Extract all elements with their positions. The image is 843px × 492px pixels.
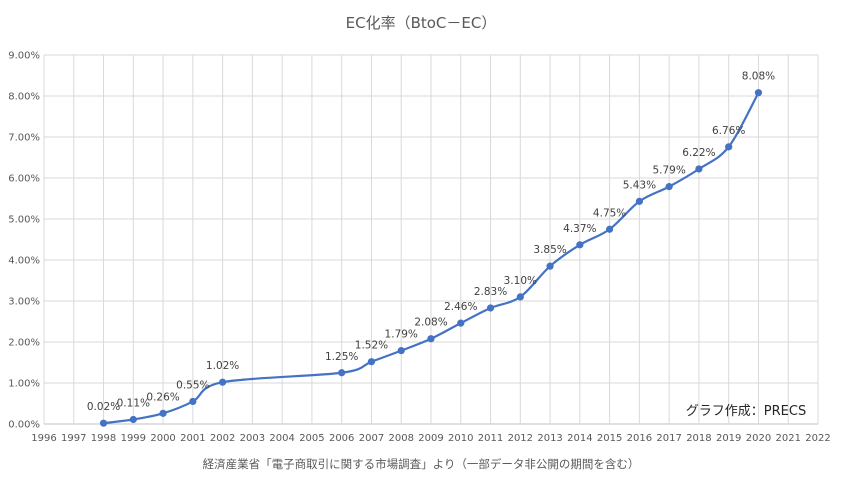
data-point	[397, 347, 405, 355]
data-label: 4.75%	[593, 207, 626, 219]
x-tick-label: 2000	[150, 433, 175, 444]
x-tick-label: 2002	[210, 433, 235, 444]
x-tick-label: 1996	[31, 433, 56, 444]
x-tick-label: 2007	[359, 433, 384, 444]
data-label: 0.11%	[117, 397, 150, 409]
y-tick-label: 0.00%	[8, 420, 40, 431]
x-tick-label: 2009	[418, 433, 443, 444]
y-tick-label: 9.00%	[8, 51, 40, 62]
data-point	[695, 165, 703, 173]
x-tick-label: 1999	[121, 433, 146, 444]
data-point	[665, 183, 673, 191]
data-label: 8.08%	[742, 71, 775, 83]
x-tick-label: 2008	[389, 433, 414, 444]
data-point	[129, 415, 137, 424]
data-point	[576, 241, 584, 249]
data-label: 1.79%	[385, 329, 418, 341]
y-tick-label: 8.00%	[8, 92, 40, 103]
data-label: 3.85%	[533, 244, 566, 256]
series-line	[103, 92, 760, 425]
data-label: 6.76%	[712, 125, 745, 137]
data-label: 0.26%	[146, 391, 179, 403]
chart-title: EC化率（BtoC－EC）	[346, 14, 497, 32]
x-tick-label: 2018	[686, 433, 711, 444]
data-label: 0.55%	[176, 379, 209, 391]
x-tick-label: 2016	[627, 433, 652, 444]
y-axis-ticks: 0.00% 1.00% 2.00% 3.00% 4.00% 5.00% 6.00% 7.00%…	[8, 51, 40, 431]
grid-lines	[43, 54, 819, 425]
data-point	[219, 378, 227, 386]
data-label: 2.08%	[414, 317, 447, 329]
source-note: 経済産業省「電子商取引に関する市場調査」より（一部データ非公開の期間を含む）	[203, 457, 640, 471]
y-tick-label: 7.00%	[8, 133, 40, 144]
data-points	[99, 89, 763, 427]
data-label: 1.25%	[325, 351, 358, 363]
data-label: 1.52%	[355, 340, 388, 352]
x-tick-label: 2006	[329, 433, 354, 444]
x-tick-label: 2017	[656, 433, 681, 444]
data-point	[338, 369, 346, 377]
data-label: 2.83%	[474, 286, 507, 298]
data-label: 5.79%	[652, 165, 685, 177]
data-point	[159, 409, 167, 417]
x-tick-label: 2014	[567, 433, 592, 444]
data-label: 4.37%	[563, 223, 596, 235]
x-axis-ticks: 1996 1997 1998 1999 2000 2001 2002 2003 2004 2005…	[31, 433, 830, 444]
data-labels: 0.02%0.11%0.26%0.55% 1.02% 1.25%1.52%1.79%…	[87, 71, 775, 413]
data-point	[725, 143, 733, 151]
credit-annotation: グラフ作成：PRECS	[686, 404, 806, 419]
x-tick-label: 2001	[180, 433, 205, 444]
data-point	[546, 262, 554, 270]
data-point	[99, 419, 108, 427]
data-point	[427, 335, 435, 343]
x-tick-label: 2010	[448, 433, 473, 444]
data-label: 5.43%	[623, 179, 656, 191]
x-tick-label: 2021	[776, 433, 801, 444]
data-point	[516, 293, 524, 301]
data-point	[486, 304, 495, 312]
x-tick-label: 2015	[597, 433, 622, 444]
x-tick-label: 2003	[240, 433, 265, 444]
x-tick-label: 2022	[805, 433, 830, 444]
data-point	[189, 397, 197, 406]
x-tick-label: 2012	[508, 433, 533, 444]
x-tick-label: 1997	[61, 433, 86, 444]
x-tick-label: 2011	[478, 433, 503, 444]
x-tick-label: 2019	[716, 433, 741, 444]
data-label: 0.02%	[87, 401, 120, 413]
x-tick-label: 2005	[299, 433, 324, 444]
y-tick-label: 2.00%	[8, 338, 40, 349]
data-point	[606, 225, 614, 233]
data-label: 6.22%	[682, 147, 715, 159]
x-tick-label: 2013	[537, 433, 562, 444]
y-tick-label: 5.00%	[8, 215, 40, 226]
y-tick-label: 4.00%	[8, 256, 40, 267]
data-label: 3.10%	[504, 275, 537, 287]
y-tick-label: 3.00%	[8, 297, 40, 308]
data-point	[754, 89, 763, 97]
data-point	[367, 358, 376, 366]
data-point	[635, 197, 643, 205]
data-label: 2.46%	[444, 301, 477, 313]
x-tick-label: 2004	[269, 433, 294, 444]
data-label: 1.02%	[206, 360, 239, 372]
x-tick-label: 2020	[746, 433, 771, 444]
y-tick-label: 6.00%	[8, 174, 40, 185]
data-point	[457, 319, 465, 327]
y-tick-label: 1.00%	[8, 379, 40, 390]
x-tick-label: 1998	[91, 433, 116, 444]
